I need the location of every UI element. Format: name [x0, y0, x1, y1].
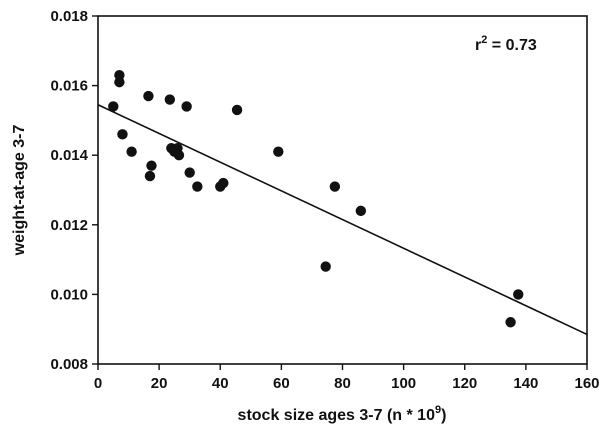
data-point: [273, 146, 284, 157]
x-tick-label: 100: [391, 375, 416, 392]
x-tick-label: 140: [513, 375, 538, 392]
data-point: [192, 181, 203, 192]
y-tick-label: 0.014: [50, 147, 88, 164]
data-point: [184, 167, 195, 178]
data-point: [117, 129, 128, 140]
data-point: [355, 205, 367, 217]
x-axis-title-sup: 9: [435, 404, 441, 416]
y-tick-label: 0.018: [50, 8, 88, 25]
y-tick-label: 0.012: [50, 217, 88, 234]
data-point: [114, 76, 125, 88]
data-point: [143, 90, 154, 102]
data-point: [126, 146, 137, 157]
data-point: [218, 177, 229, 189]
x-tick-label: 40: [212, 375, 229, 392]
r-squared-base: r: [475, 37, 481, 54]
x-tick-label: 80: [334, 375, 351, 392]
x-tick-label: 20: [151, 375, 168, 392]
y-tick-label: 0.008: [50, 356, 88, 373]
data-point: [181, 101, 192, 112]
x-tick-label: 0: [94, 375, 102, 392]
x-tick-label: 160: [574, 375, 599, 392]
data-point: [144, 170, 156, 182]
r-squared-annotation: r2 = 0.73: [475, 34, 537, 54]
data-point: [320, 261, 331, 272]
data-point: [173, 150, 185, 161]
data-point: [231, 104, 243, 116]
data-point: [164, 94, 176, 105]
regression-line: [97, 104, 588, 336]
r-squared-value: = 0.73: [487, 37, 536, 54]
y-tick-label: 0.016: [50, 78, 88, 95]
x-tick-label: 120: [452, 375, 477, 392]
x-tick-label: 60: [273, 375, 290, 392]
y-tick-label: 0.010: [50, 286, 88, 303]
x-axis-title: stock size ages 3-7 (n * 109): [238, 404, 447, 424]
x-axis-title-main: stock size ages 3-7 (n * 10: [238, 407, 436, 424]
x-axis-title-close: ): [441, 407, 446, 424]
r-squared-sup: 2: [481, 34, 487, 46]
data-point: [146, 160, 157, 171]
data-point: [513, 289, 524, 300]
y-axis-title: weight-at-age 3-7: [11, 125, 28, 257]
data-point: [329, 181, 341, 192]
data-point: [505, 317, 516, 328]
data-point: [108, 101, 119, 112]
plot-frame: [97, 15, 588, 365]
